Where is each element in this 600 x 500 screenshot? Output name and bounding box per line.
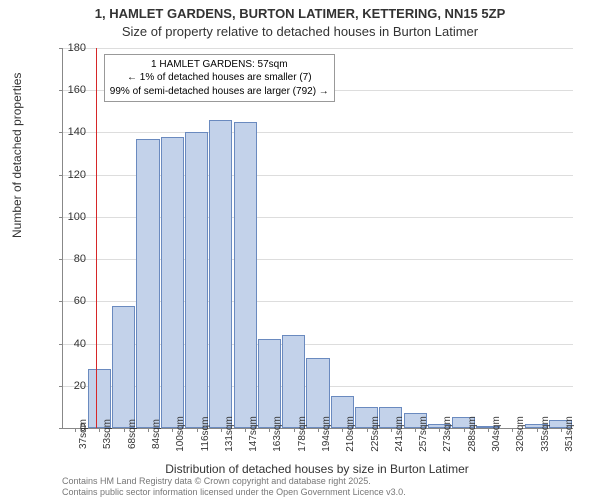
xtick-mark	[269, 428, 270, 432]
histogram-bar	[112, 306, 135, 428]
xtick-label: 351sqm	[564, 416, 575, 452]
xtick-label: 288sqm	[467, 416, 478, 452]
ytick-label: 100	[56, 211, 86, 223]
xtick-label: 225sqm	[370, 416, 381, 452]
xtick-mark	[367, 428, 368, 432]
histogram-bar	[161, 137, 184, 428]
xtick-label: 84sqm	[151, 419, 162, 449]
xtick-mark	[342, 428, 343, 432]
xtick-label: 178sqm	[297, 416, 308, 452]
histogram-bar	[136, 139, 159, 428]
xtick-mark	[318, 428, 319, 432]
annotation-line: 1 HAMLET GARDENS: 57sqm	[110, 58, 329, 72]
xtick-label: 53sqm	[102, 419, 113, 449]
ytick-label: 20	[56, 380, 86, 392]
histogram-bar	[258, 339, 281, 428]
xtick-mark	[245, 428, 246, 432]
ytick-label: 180	[56, 42, 86, 54]
xtick-mark	[439, 428, 440, 432]
xtick-label: 335sqm	[540, 416, 551, 452]
xtick-mark	[464, 428, 465, 432]
xtick-mark	[488, 428, 489, 432]
xtick-label: 241sqm	[394, 416, 405, 452]
footer-attribution: Contains HM Land Registry data © Crown c…	[62, 476, 406, 498]
chart-title-main: 1, HAMLET GARDENS, BURTON LATIMER, KETTE…	[0, 6, 600, 21]
xtick-label: 147sqm	[248, 416, 259, 452]
reference-line	[96, 48, 97, 428]
xtick-label: 257sqm	[418, 416, 429, 452]
footer-line-1: Contains HM Land Registry data © Crown c…	[62, 476, 406, 487]
annotation-line: 99% of semi-detached houses are larger (…	[110, 85, 329, 99]
xtick-label: 131sqm	[224, 416, 235, 452]
xtick-mark	[99, 428, 100, 432]
xtick-mark	[561, 428, 562, 432]
histogram-bar	[282, 335, 305, 428]
xtick-label: 116sqm	[200, 417, 211, 452]
histogram-bar	[234, 122, 257, 428]
ytick-label: 140	[56, 126, 86, 138]
gridline	[63, 132, 573, 133]
xtick-mark	[415, 428, 416, 432]
xtick-mark	[197, 428, 198, 432]
gridline	[63, 48, 573, 49]
chart-title-sub: Size of property relative to detached ho…	[0, 24, 600, 39]
xtick-label: 163sqm	[272, 416, 283, 452]
xtick-mark	[294, 428, 295, 432]
reference-annotation: 1 HAMLET GARDENS: 57sqm← 1% of detached …	[104, 54, 335, 103]
ytick-label: 120	[56, 169, 86, 181]
xtick-mark	[537, 428, 538, 432]
xtick-mark	[124, 428, 125, 432]
ytick-label: 80	[56, 253, 86, 265]
xtick-label: 100sqm	[175, 416, 186, 452]
plot-area: 1 HAMLET GARDENS: 57sqm← 1% of detached …	[62, 48, 573, 429]
footer-line-2: Contains public sector information licen…	[62, 487, 406, 498]
x-axis-label: Distribution of detached houses by size …	[62, 462, 572, 476]
xtick-mark	[221, 428, 222, 432]
ytick-label: 160	[56, 84, 86, 96]
y-axis-label: Number of detached properties	[10, 73, 24, 238]
ytick-label: 60	[56, 295, 86, 307]
annotation-line: ← 1% of detached houses are smaller (7)	[110, 71, 329, 85]
xtick-label: 37sqm	[78, 419, 89, 449]
xtick-label: 194sqm	[321, 416, 332, 452]
xtick-mark	[391, 428, 392, 432]
histogram-bar	[209, 120, 232, 428]
xtick-label: 210sqm	[345, 416, 356, 452]
xtick-mark	[148, 428, 149, 432]
xtick-label: 320sqm	[515, 416, 526, 452]
xtick-label: 68sqm	[127, 419, 138, 449]
xtick-mark	[172, 428, 173, 432]
xtick-label: 304sqm	[491, 416, 502, 452]
xtick-mark	[512, 428, 513, 432]
property-size-histogram: 1, HAMLET GARDENS, BURTON LATIMER, KETTE…	[0, 0, 600, 500]
xtick-label: 273sqm	[442, 416, 453, 452]
histogram-bar	[185, 132, 208, 428]
ytick-label: 40	[56, 338, 86, 350]
